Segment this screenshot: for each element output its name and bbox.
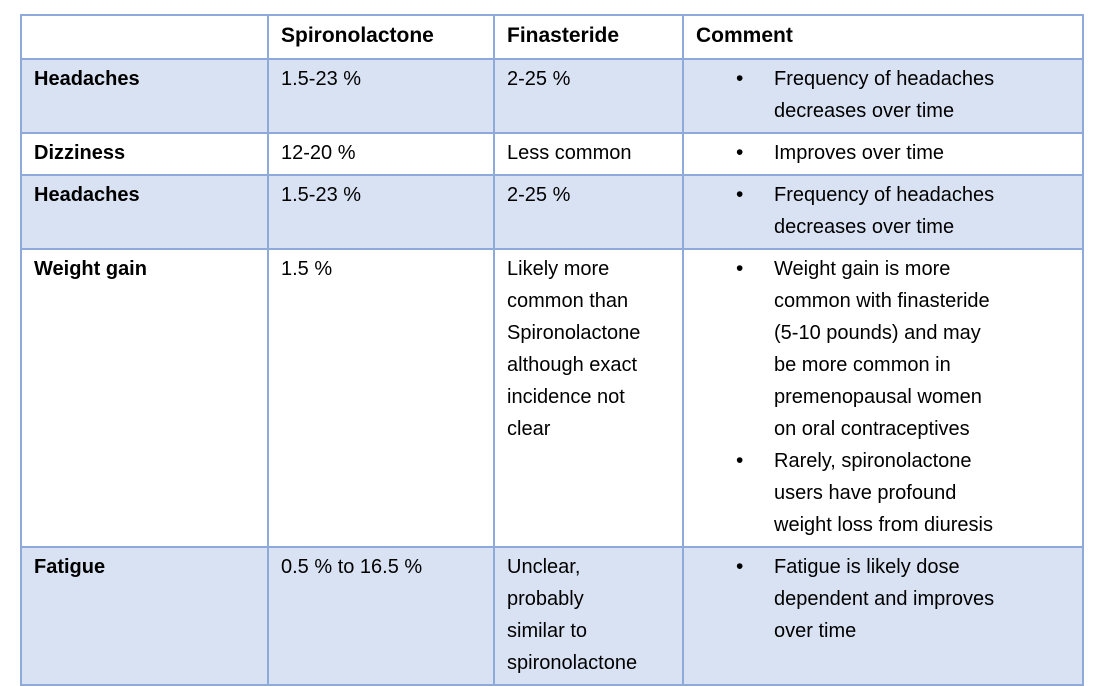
- comment-bullet-list: Frequency of headaches decreases over ti…: [685, 179, 1074, 243]
- finasteride-cell: 2-25 %: [493, 58, 684, 134]
- comment-cell: Fatigue is likely dose dependent and imp…: [682, 546, 1084, 686]
- spironolactone-cell: 12-20 %: [267, 132, 495, 176]
- comment-cell: Improves over time: [682, 132, 1084, 176]
- comment-bullet-item: Improves over time: [736, 137, 1068, 169]
- header-side-effect: [20, 14, 269, 60]
- side-effect-cell: Weight gain: [20, 248, 269, 548]
- finasteride-cell: Less common: [493, 132, 684, 176]
- spironolactone-cell: 0.5 % to 16.5 %: [267, 546, 495, 686]
- side-effect-cell: Fatigue: [20, 546, 269, 686]
- side-effect-cell: Dizziness: [20, 132, 269, 176]
- comment-bullet-item: Fatigue is likely dose dependent and imp…: [736, 551, 1068, 647]
- table-row: Weight gain 1.5 % Likely more common than …: [20, 248, 1084, 548]
- finasteride-cell: Unclear, probably similar to spironolact…: [493, 546, 684, 686]
- header-spironolactone: Spironolactone: [267, 14, 495, 60]
- comment-bullet-list: Weight gain is more common with finaster…: [685, 253, 1074, 541]
- side-effects-comparison-table: Spironolactone Finasteride Comment Heada…: [20, 14, 1084, 686]
- spironolactone-cell: 1.5 %: [267, 248, 495, 548]
- finasteride-cell: Likely more common than Spironolactone a…: [493, 248, 684, 548]
- comment-cell: Frequency of headaches decreases over ti…: [682, 58, 1084, 134]
- spironolactone-cell: 1.5-23 %: [267, 58, 495, 134]
- comment-bullet-list: Fatigue is likely dose dependent and imp…: [685, 551, 1074, 647]
- comment-bullet-list: Frequency of headaches decreases over ti…: [685, 63, 1074, 127]
- comment-bullet-list: Improves over time: [685, 137, 1074, 169]
- header-comment: Comment: [682, 14, 1084, 60]
- finasteride-cell: 2-25 %: [493, 174, 684, 250]
- spironolactone-cell: 1.5-23 %: [267, 174, 495, 250]
- comment-bullet-item: Frequency of headaches decreases over ti…: [736, 179, 1068, 243]
- side-effect-cell: Headaches: [20, 174, 269, 250]
- table-header: Spironolactone Finasteride Comment: [20, 14, 1084, 60]
- comment-bullet-item: Rarely, spironolactone users have profou…: [736, 445, 1068, 541]
- comment-cell: Weight gain is more common with finaster…: [682, 248, 1084, 548]
- header-row: Spironolactone Finasteride Comment: [20, 14, 1084, 60]
- header-finasteride: Finasteride: [493, 14, 684, 60]
- comment-bullet-item: Frequency of headaches decreases over ti…: [736, 63, 1068, 127]
- table-row: Fatigue 0.5 % to 16.5 % Unclear, probably …: [20, 546, 1084, 686]
- comment-cell: Frequency of headaches decreases over ti…: [682, 174, 1084, 250]
- side-effect-cell: Headaches: [20, 58, 269, 134]
- comment-bullet-item: Weight gain is more common with finaster…: [736, 253, 1068, 445]
